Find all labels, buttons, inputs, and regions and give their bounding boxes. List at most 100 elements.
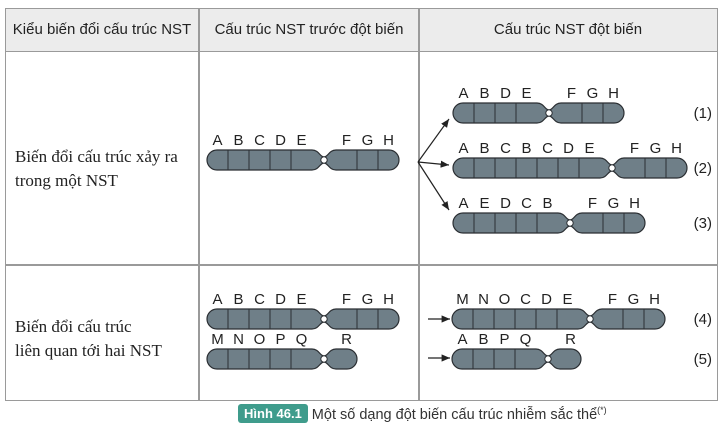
centromere-icon: [320, 315, 328, 323]
arrow-icon: [417, 118, 450, 163]
gene-label: C: [254, 132, 265, 149]
gene-label: N: [233, 331, 244, 348]
header-mutation-type: Kiểu biến đổi cấu trúc NST: [12, 21, 192, 38]
gene-label: E: [562, 291, 572, 308]
column-divider: [198, 9, 200, 400]
gene-label: A: [458, 85, 468, 102]
gene-label: A: [458, 195, 468, 212]
gene-label: A: [212, 291, 222, 308]
gene-label: D: [275, 132, 286, 149]
gene-label: F: [608, 291, 617, 308]
gene-label: H: [383, 291, 394, 308]
gene-label: H: [629, 195, 640, 212]
gene-label: G: [650, 140, 662, 157]
gene-label: M: [456, 291, 469, 308]
header-after: Cấu trúc NST đột biến: [493, 21, 643, 38]
gene-label: Q: [520, 331, 532, 348]
mutation-number: (5): [694, 351, 712, 368]
gene-label: O: [499, 291, 511, 308]
row-2-label-line2: liên quan tới hai NST: [15, 341, 162, 360]
chromosome-body: [452, 157, 688, 179]
gene-label: G: [362, 132, 374, 149]
centromere-icon: [544, 355, 552, 363]
gene-label: C: [254, 291, 265, 308]
mutation-number: (3): [694, 215, 712, 232]
table-header: [6, 9, 717, 52]
chromosome-body: [206, 149, 400, 171]
centromere-icon: [320, 355, 328, 363]
caption-footnote-mark: (*): [597, 404, 607, 415]
chromosome-body: [451, 308, 666, 330]
gene-label: G: [608, 195, 620, 212]
gene-label: M: [211, 331, 224, 348]
gene-label: E: [296, 132, 306, 149]
arrows: [417, 118, 450, 362]
caption-text: Một số dạng đột biến cấu trúc nhiễm sắc …: [312, 405, 607, 423]
gene-label: G: [587, 85, 599, 102]
centromere-icon: [566, 219, 574, 227]
gene-label: H: [608, 85, 619, 102]
gene-label: A: [212, 132, 222, 149]
gene-label: P: [499, 331, 509, 348]
gene-label: C: [520, 291, 531, 308]
gene-label: B: [478, 331, 488, 348]
gene-label: E: [521, 85, 531, 102]
centromere-icon: [320, 156, 328, 164]
gene-label: A: [458, 140, 468, 157]
chromosome-mut5: A B P Q R (5): [451, 331, 712, 370]
chromosome-body: [451, 348, 582, 370]
gene-label: F: [567, 85, 576, 102]
chromosome-body: [206, 308, 400, 330]
gene-label: P: [275, 331, 285, 348]
gene-label: R: [565, 331, 576, 348]
gene-label: H: [649, 291, 660, 308]
gene-label: R: [341, 331, 352, 348]
gene-label: N: [478, 291, 489, 308]
gene-label: B: [233, 291, 243, 308]
gene-label: F: [342, 291, 351, 308]
centromere-icon: [586, 315, 594, 323]
header-before: Cấu trúc NST trước đột biến: [214, 21, 404, 38]
gene-label: Q: [296, 331, 308, 348]
gene-label: C: [500, 140, 511, 157]
gene-label: A: [457, 331, 467, 348]
row-1-label-line1: Biến đổi cấu trúc xảy ra: [15, 147, 178, 166]
gene-label: G: [362, 291, 374, 308]
row-1-label-line2: trong một NST: [15, 171, 118, 190]
chromosome-mut1: A B D E F G H (1): [452, 85, 712, 124]
gene-label: B: [479, 140, 489, 157]
mutation-number: (2): [694, 160, 712, 177]
mutation-number: (4): [694, 311, 712, 328]
gene-label: F: [630, 140, 639, 157]
gene-label: D: [541, 291, 552, 308]
gene-label: E: [479, 195, 489, 212]
gene-label: E: [296, 291, 306, 308]
gene-label: B: [542, 195, 552, 212]
gene-label: E: [584, 140, 594, 157]
mutation-table: Kiểu biến đổi cấu trúc NST Cấu trúc NST …: [5, 8, 718, 401]
figure-badge: Hình 46.1: [238, 404, 308, 423]
caption-body: Một số dạng đột biến cấu trúc nhiễm sắc …: [311, 406, 598, 423]
gene-label: B: [521, 140, 531, 157]
gene-label: F: [342, 132, 351, 149]
row-2-label-line1: Biến đổi cấu trúc: [15, 317, 132, 336]
chromosome-body: [206, 348, 358, 370]
centromere-icon: [545, 109, 553, 117]
centromere-icon: [608, 164, 616, 172]
chromosome-mut2: A B C B C D E F G H(2): [452, 140, 712, 179]
figure-caption: Hình 46.1 Một số dạng đột biến cấu trúc …: [238, 404, 607, 423]
mutation-number: (1): [694, 105, 712, 122]
arrow-icon: [417, 161, 450, 211]
row-2-label: Biến đổi cấu trúc liên quan tới hai NST: [15, 315, 162, 363]
chromosome-mut4: M N O C D E F G H (4): [451, 291, 712, 330]
gene-label: C: [521, 195, 532, 212]
chromosome-body: [452, 102, 625, 124]
gene-label: G: [628, 291, 640, 308]
gene-label: O: [254, 331, 266, 348]
gene-label: D: [563, 140, 574, 157]
gene-label: C: [542, 140, 553, 157]
